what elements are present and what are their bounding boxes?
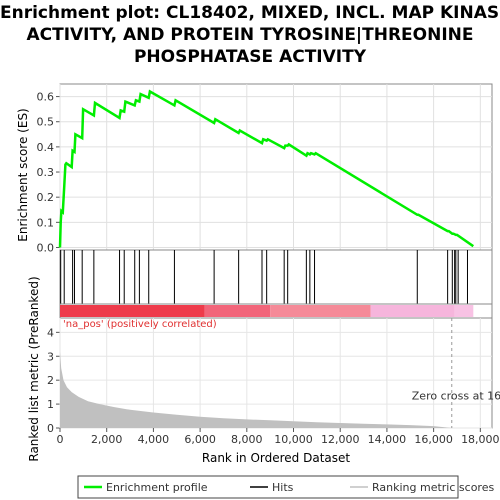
es-y-tick-label: 0.1 [37, 216, 55, 229]
x-tick-label: 8,000 [231, 433, 263, 446]
es-y-axis-label: Enrichment score (ES) [16, 108, 30, 241]
x-tick-label: 12,000 [321, 433, 360, 446]
x-tick-label: 14,000 [368, 433, 407, 446]
es-y-tick-label: 0.6 [37, 91, 55, 104]
metric-y-axis-label: Ranked list metric (PreRanked) [27, 276, 41, 461]
es-y-tick-label: 0.4 [37, 141, 55, 154]
es-y-tick-label: 0.3 [37, 166, 55, 179]
metric-y-tick-label: 4 [47, 326, 54, 339]
legend-label: Hits [272, 481, 294, 494]
legend-label: Ranking metric scores [372, 481, 494, 494]
metric-y-tick-label: 3 [47, 350, 54, 363]
rank-band-segment [204, 305, 271, 317]
es-y-tick-label: 0.0 [37, 241, 55, 254]
x-tick-label: 0 [57, 433, 64, 446]
rank-band-segment [270, 305, 371, 317]
es-y-tick-label: 0.2 [37, 191, 55, 204]
ranking-metric-area [60, 351, 452, 428]
metric-y-tick-label: 2 [47, 374, 54, 387]
x-tick-label: 16,000 [414, 433, 453, 446]
x-tick-label: 18,000 [461, 433, 500, 446]
legend-label: Enrichment profile [106, 481, 208, 494]
metric-y-tick-label: 0 [47, 422, 54, 435]
chart-title-line-3: PHOSPHATASE ACTIVITY [133, 47, 367, 67]
x-axis-label: Rank in Ordered Dataset [202, 451, 350, 465]
chart-title-line-2: ACTIVITY, AND PROTEIN TYROSINE|THREONINE [26, 25, 474, 45]
zero-cross-label: Zero cross at 16777 [412, 389, 500, 402]
rank-band-segment [454, 305, 474, 317]
x-tick-label: 6,000 [184, 433, 216, 446]
chart-title: Enrichment plot: CL18402, MIXED, INCL. M… [0, 2, 500, 68]
x-tick-label: 10,000 [274, 433, 313, 446]
metric-y-tick-label: 1 [47, 398, 54, 411]
chart-title-line-1: Enrichment plot: CL18402, MIXED, INCL. M… [0, 3, 500, 23]
band-annotation: 'na_pos' (positively correlated) [63, 319, 217, 330]
metric-panel-frame [59, 317, 493, 429]
rank-band-segment [370, 305, 455, 317]
x-tick-label: 2,000 [91, 433, 123, 446]
rank-band-segment [60, 305, 205, 317]
x-tick-label: 4,000 [138, 433, 170, 446]
enrichment-profile-line [58, 89, 475, 248]
hits-panel-frame [59, 249, 493, 305]
es-y-tick-label: 0.5 [37, 116, 55, 129]
